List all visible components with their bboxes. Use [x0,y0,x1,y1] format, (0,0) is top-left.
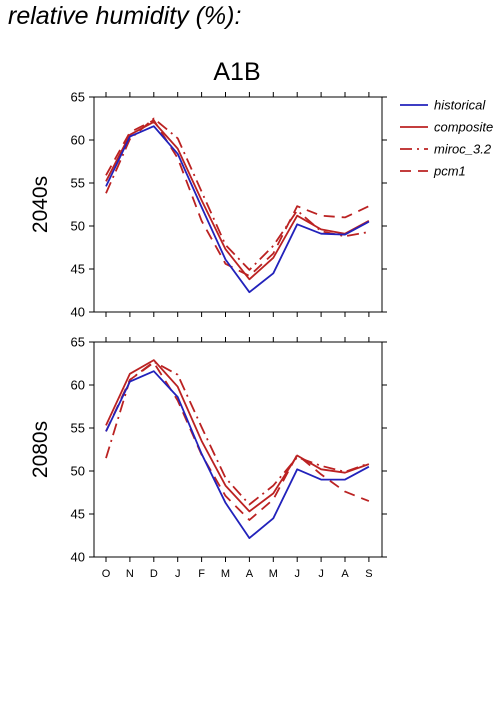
legend-item: pcm1 [400,164,466,179]
x-tick-label: N [126,568,134,580]
x-tick-label: O [102,568,111,580]
plots: 40 45 50 55 60 65 2040s 40 45 50 55 60 65 2080s O N D J F M… [29,90,387,580]
y-tick-label: 55 [71,421,85,436]
x-tick-label: J [294,568,300,580]
panel-label: 2040s [29,176,52,233]
page-title: relative humidity (%): [8,2,242,30]
x-tick-label: S [365,568,372,580]
x-tick-label: J [175,568,181,580]
legend-label: historical [434,98,486,113]
y-tick-label: 65 [71,335,85,350]
panel-2080s: 40 45 50 55 60 65 2080s [29,335,387,565]
x-tick-label: M [269,568,278,580]
x-tick-label: M [221,568,230,580]
y-tick-label: 55 [71,176,85,191]
x-tick-label: A [341,568,349,580]
series-line-composite [105,359,370,513]
panel-label: 2080s [29,421,52,478]
series-line-composite [105,121,370,281]
legend-label: pcm1 [433,164,466,179]
y-tick-label: 65 [71,90,85,105]
chart-title: A1B [213,58,260,86]
y-tick-label: 40 [71,550,85,565]
series-line-miroc-3-2 [105,360,370,506]
y-tick-label: 50 [71,464,85,479]
y-tick-label: 40 [71,305,85,320]
y-tick-label: 60 [71,133,85,148]
legend-label: composite [434,120,493,135]
x-tick-label: D [150,568,158,580]
x-tick-label: F [198,568,205,580]
x-tick-label: J [318,568,324,580]
y-tick-label: 50 [71,219,85,234]
x-tick-label: A [246,568,254,580]
y-tick-label: 60 [71,378,85,393]
legend: historical composite miroc_3.2 pcm1 [400,98,493,179]
series-line-miroc-3-2 [105,117,370,271]
y-tick-label: 45 [71,262,85,277]
panel-2040s: 40 45 50 55 60 65 2040s [29,90,387,320]
plot-frame [93,341,383,558]
series-line-historical [105,125,370,294]
plot-frame [93,96,383,313]
legend-label: miroc_3.2 [434,142,492,157]
series-line-pcm1 [105,361,370,521]
series-line-pcm1 [105,119,370,277]
legend-item: miroc_3.2 [400,142,492,157]
series-line-historical [105,370,370,539]
legend-item: historical [400,98,486,113]
y-tick-label: 45 [71,507,85,522]
legend-item: composite [400,120,493,135]
